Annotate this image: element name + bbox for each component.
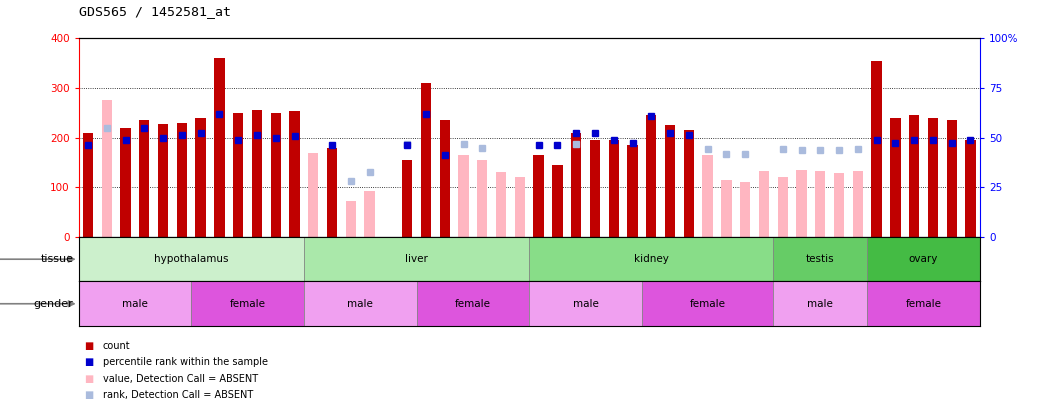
Bar — [702, 155, 713, 237]
Bar — [721, 180, 732, 237]
Bar — [965, 140, 976, 237]
Text: testis: testis — [806, 254, 834, 264]
Text: ■: ■ — [84, 341, 93, 351]
Bar — [740, 182, 750, 237]
Bar — [890, 118, 900, 237]
Text: hypothalamus: hypothalamus — [154, 254, 228, 264]
Bar — [529, 237, 773, 281]
Text: ovary: ovary — [909, 254, 938, 264]
Bar — [289, 111, 300, 237]
Text: GDS565 / 1452581_at: GDS565 / 1452581_at — [79, 5, 231, 18]
Bar — [421, 83, 431, 237]
Bar — [927, 118, 938, 237]
Bar — [402, 160, 412, 237]
Bar — [664, 125, 675, 237]
Text: male: male — [572, 299, 598, 309]
Bar — [252, 111, 262, 237]
Bar — [496, 173, 506, 237]
Text: female: female — [455, 299, 490, 309]
Bar — [796, 170, 807, 237]
Text: percentile rank within the sample: percentile rank within the sample — [103, 358, 267, 367]
Bar — [79, 281, 191, 326]
Bar — [872, 61, 881, 237]
Bar — [304, 281, 417, 326]
Bar — [102, 100, 112, 237]
Text: female: female — [905, 299, 941, 309]
Text: gender: gender — [34, 299, 73, 309]
Text: count: count — [103, 341, 130, 351]
Bar — [477, 160, 487, 237]
Bar — [834, 173, 845, 237]
Bar — [641, 281, 773, 326]
Text: ■: ■ — [84, 374, 93, 384]
Text: ■: ■ — [84, 358, 93, 367]
Bar — [439, 120, 450, 237]
Bar — [196, 118, 205, 237]
Bar — [121, 128, 131, 237]
Bar — [853, 171, 863, 237]
Bar — [647, 115, 656, 237]
Text: female: female — [690, 299, 725, 309]
Bar — [773, 281, 868, 326]
Bar — [139, 120, 150, 237]
Bar — [79, 237, 304, 281]
Bar — [868, 237, 980, 281]
Bar — [683, 130, 694, 237]
Bar — [909, 115, 919, 237]
Bar — [417, 281, 529, 326]
Bar — [552, 165, 563, 237]
Text: female: female — [230, 299, 265, 309]
Bar — [270, 113, 281, 237]
Text: male: male — [122, 299, 148, 309]
Bar — [533, 155, 544, 237]
Bar — [815, 171, 826, 237]
Bar — [346, 201, 356, 237]
Bar — [233, 113, 243, 237]
Bar — [327, 148, 337, 237]
Bar — [458, 155, 468, 237]
Bar — [365, 191, 375, 237]
Text: ■: ■ — [84, 390, 93, 400]
Bar — [83, 133, 93, 237]
Bar — [778, 177, 788, 237]
Bar — [759, 171, 769, 237]
Text: kidney: kidney — [634, 254, 669, 264]
Bar — [304, 237, 529, 281]
Bar — [515, 177, 525, 237]
Bar — [308, 153, 319, 237]
Bar — [571, 133, 582, 237]
Bar — [609, 140, 619, 237]
Bar — [177, 123, 187, 237]
Bar — [214, 58, 224, 237]
Bar — [191, 281, 304, 326]
Text: male: male — [347, 299, 373, 309]
Bar — [529, 281, 641, 326]
Bar — [628, 145, 637, 237]
Text: rank, Detection Call = ABSENT: rank, Detection Call = ABSENT — [103, 390, 253, 400]
Text: liver: liver — [406, 254, 428, 264]
Bar — [946, 120, 957, 237]
Bar — [773, 237, 868, 281]
Text: tissue: tissue — [41, 254, 73, 264]
Bar — [590, 140, 601, 237]
Bar — [158, 124, 169, 237]
Text: male: male — [807, 299, 833, 309]
Text: value, Detection Call = ABSENT: value, Detection Call = ABSENT — [103, 374, 258, 384]
Bar — [868, 281, 980, 326]
